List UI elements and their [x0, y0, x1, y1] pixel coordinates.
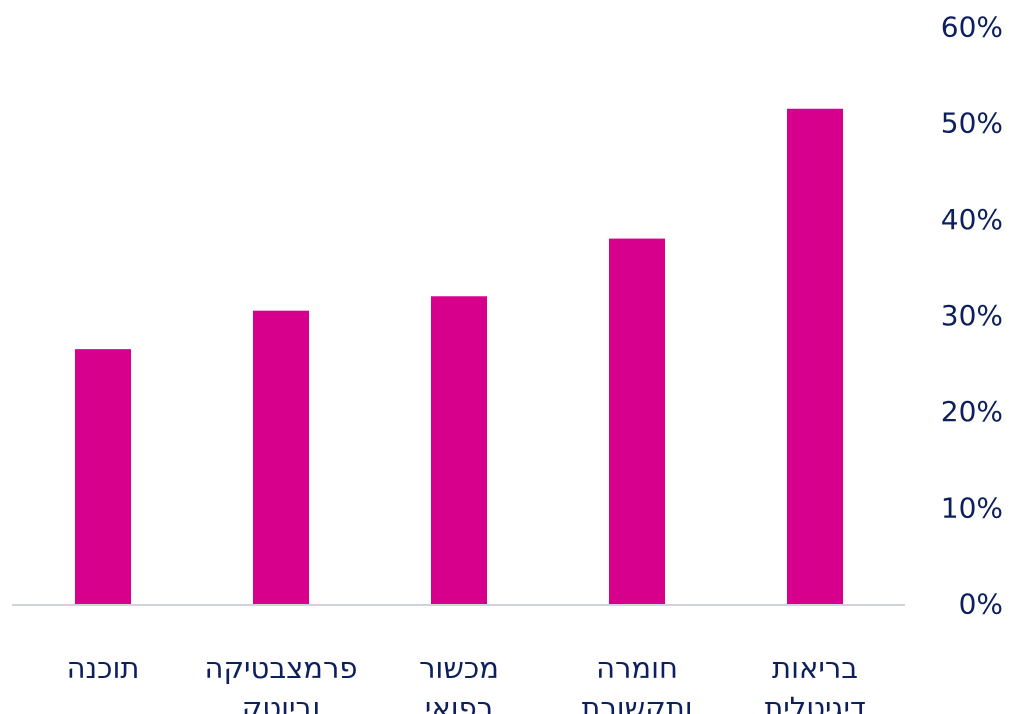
x-tick-label: מכשור	[419, 651, 499, 685]
y-tick-label: 30%	[941, 299, 1003, 332]
bar	[431, 296, 487, 604]
y-tick-label: 60%	[941, 11, 1003, 44]
x-tick-label: תוכנה	[67, 651, 140, 685]
x-tick-label: וביוטק	[242, 691, 320, 714]
x-tick-label: דיגיטלית	[764, 691, 866, 714]
x-tick-label: חומרה	[596, 651, 678, 685]
x-tick-label: רפואי	[425, 691, 493, 714]
y-tick-label: 20%	[941, 395, 1003, 428]
x-tick-label: ותקשורת	[581, 691, 692, 714]
x-axis-category-labels: בריאות דיגיטלית חומרה ותקשורת מכשור רפואי פרמצ…	[67, 651, 866, 714]
y-tick-label: 0%	[959, 588, 1003, 621]
x-tick-label: פרמצבטיקה	[205, 651, 358, 685]
bars	[75, 108, 843, 605]
y-tick-label: 50%	[941, 107, 1003, 140]
y-tick-label: 40%	[941, 203, 1003, 236]
x-tick-label: בריאות	[772, 651, 858, 685]
bar	[75, 349, 131, 604]
bar	[609, 238, 665, 605]
y-tick-label: 10%	[941, 491, 1003, 524]
y-axis-tick-labels: 0% 10% 20% 30% 40% 50% 60%	[941, 11, 1003, 621]
bar	[253, 310, 309, 604]
bar	[787, 108, 843, 604]
